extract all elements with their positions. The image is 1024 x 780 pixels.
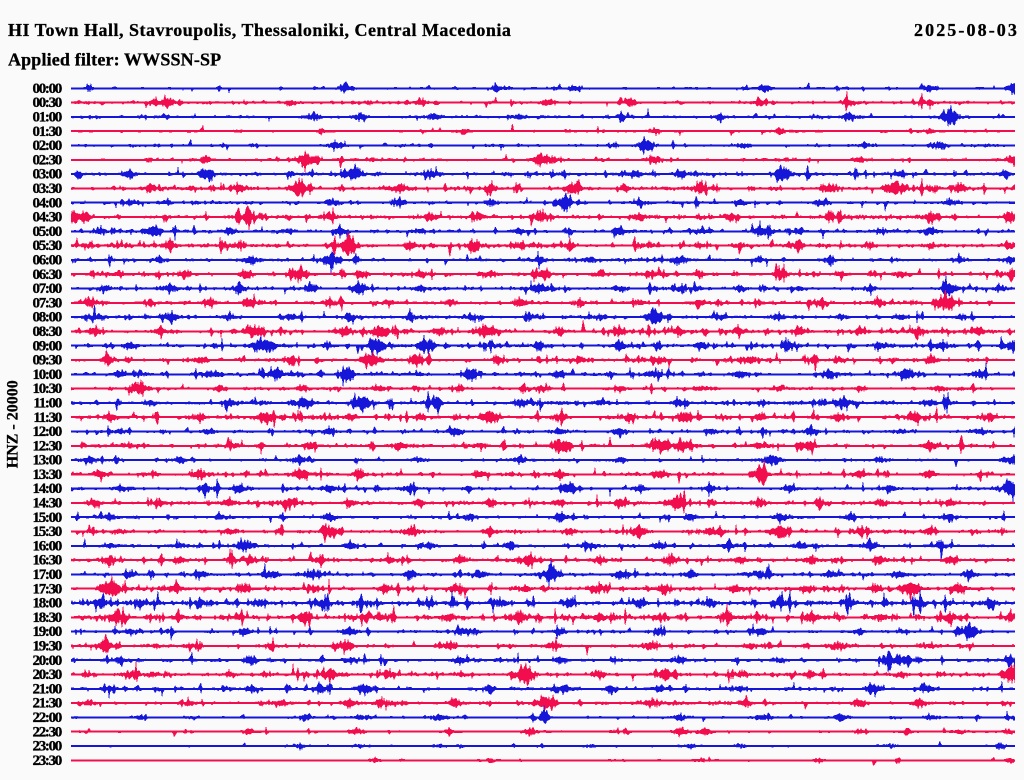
- svg-text:03:30: 03:30: [33, 181, 62, 197]
- svg-text:02:00: 02:00: [33, 138, 62, 154]
- svg-text:05:30: 05:30: [33, 238, 62, 254]
- svg-text:2025-08-03: 2025-08-03: [914, 20, 1019, 40]
- svg-text:15:00: 15:00: [33, 510, 62, 526]
- svg-text:21:30: 21:30: [33, 696, 62, 712]
- svg-text:HNZ - 20000: HNZ - 20000: [5, 380, 22, 468]
- svg-text:16:00: 16:00: [33, 538, 62, 554]
- svg-text:06:30: 06:30: [33, 267, 62, 283]
- svg-text:23:30: 23:30: [33, 753, 62, 769]
- svg-text:05:00: 05:00: [33, 224, 62, 240]
- svg-text:08:00: 08:00: [33, 310, 62, 326]
- svg-text:10:30: 10:30: [33, 381, 62, 397]
- svg-text:HI Town Hall, Stavroupolis, Th: HI Town Hall, Stavroupolis, Thessaloniki…: [8, 20, 511, 40]
- svg-text:13:00: 13:00: [33, 453, 62, 469]
- svg-text:00:30: 00:30: [33, 95, 62, 111]
- svg-text:Applied filter: WWSSN-SP: Applied filter: WWSSN-SP: [8, 50, 221, 70]
- svg-text:17:00: 17:00: [33, 567, 62, 583]
- svg-text:17:30: 17:30: [33, 581, 62, 597]
- svg-text:22:30: 22:30: [33, 724, 62, 740]
- svg-text:13:30: 13:30: [33, 467, 62, 483]
- svg-text:14:00: 14:00: [33, 481, 62, 497]
- svg-text:19:30: 19:30: [33, 639, 62, 655]
- svg-text:11:00: 11:00: [33, 396, 61, 412]
- svg-text:06:00: 06:00: [33, 253, 62, 269]
- svg-text:03:00: 03:00: [33, 167, 62, 183]
- svg-text:15:30: 15:30: [33, 524, 62, 540]
- svg-text:19:00: 19:00: [33, 624, 62, 640]
- svg-text:08:30: 08:30: [33, 324, 62, 340]
- svg-text:01:30: 01:30: [33, 124, 62, 140]
- svg-text:07:30: 07:30: [33, 295, 62, 311]
- svg-text:18:00: 18:00: [33, 596, 62, 612]
- svg-text:04:00: 04:00: [33, 195, 62, 211]
- svg-text:20:00: 20:00: [33, 653, 62, 669]
- svg-text:21:00: 21:00: [33, 681, 62, 697]
- svg-text:12:00: 12:00: [33, 424, 62, 440]
- svg-text:04:30: 04:30: [33, 210, 62, 226]
- svg-text:01:00: 01:00: [33, 110, 62, 126]
- svg-text:18:30: 18:30: [33, 610, 62, 626]
- svg-text:10:00: 10:00: [33, 367, 62, 383]
- svg-text:09:30: 09:30: [33, 353, 62, 369]
- svg-text:20:30: 20:30: [33, 667, 62, 683]
- svg-text:22:00: 22:00: [33, 710, 62, 726]
- svg-text:00:00: 00:00: [33, 81, 62, 97]
- svg-text:16:30: 16:30: [33, 553, 62, 569]
- svg-text:02:30: 02:30: [33, 152, 62, 168]
- svg-text:07:00: 07:00: [33, 281, 62, 297]
- svg-text:11:30: 11:30: [33, 410, 61, 426]
- svg-text:14:30: 14:30: [33, 496, 62, 512]
- svg-text:09:00: 09:00: [33, 338, 62, 354]
- svg-text:12:30: 12:30: [33, 438, 62, 454]
- svg-text:23:00: 23:00: [33, 739, 62, 755]
